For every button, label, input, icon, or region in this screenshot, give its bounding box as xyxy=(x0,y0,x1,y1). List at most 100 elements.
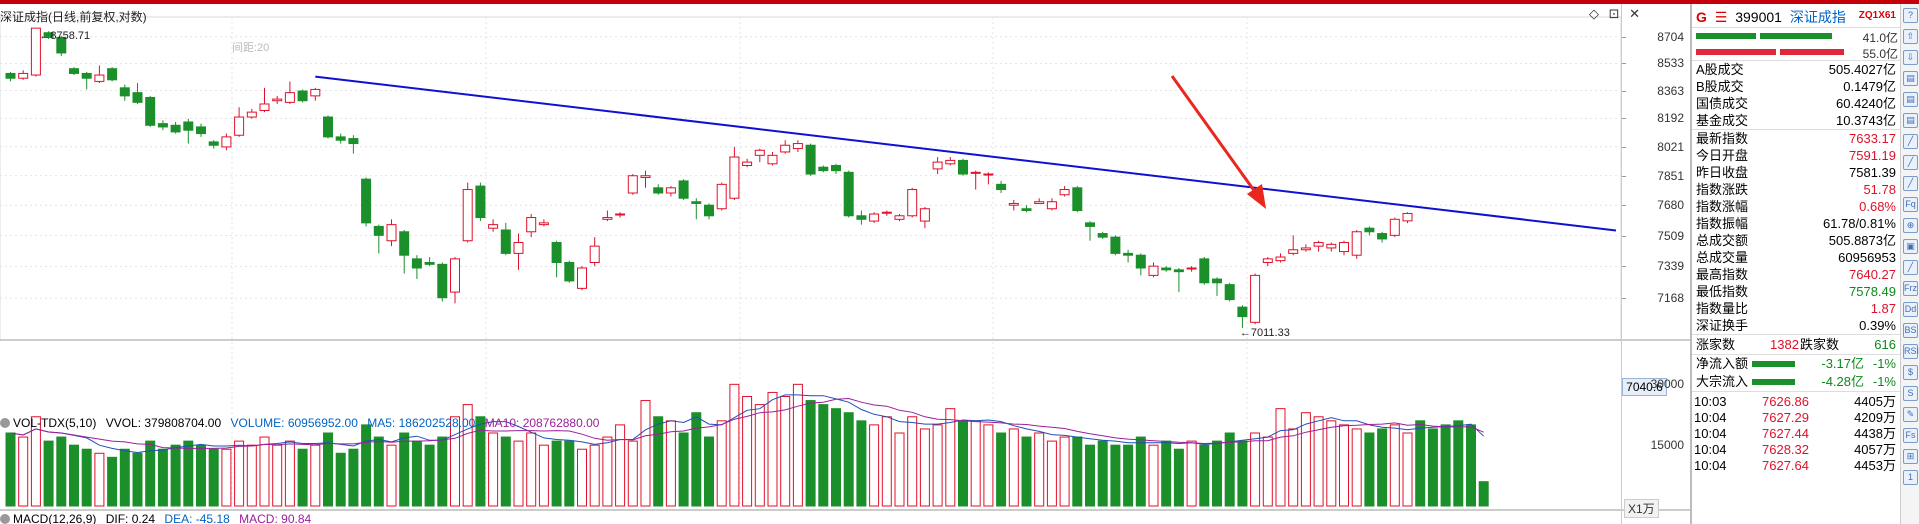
tick-time: 10:04 xyxy=(1694,442,1727,457)
side-tool-icon[interactable]: Fs xyxy=(1903,428,1918,443)
kline-chart-svg[interactable]: ←8758.71 ←7011.33 间距:20 xyxy=(0,4,1690,524)
candle-body xyxy=(335,136,346,141)
quote-row-value: 51.78 xyxy=(1863,182,1896,197)
volume-indicator-name[interactable]: VOL-TDX(5,10) xyxy=(13,416,97,430)
volume-bar xyxy=(1389,424,1400,507)
index-name: 深证成指 xyxy=(1789,9,1846,25)
candle-body xyxy=(1389,218,1400,236)
side-tool-icon[interactable]: Fq xyxy=(1903,197,1918,212)
chart-top-icons: ◇ ⊡ ✕ xyxy=(1583,6,1640,22)
window-icon[interactable]: ⊡ xyxy=(1608,6,1620,21)
candle-body xyxy=(1224,284,1235,301)
price-tick-mark xyxy=(1622,146,1626,148)
candle-body xyxy=(1237,306,1248,318)
price-tick-label: 7168 xyxy=(1657,291,1684,306)
side-tool-icon[interactable]: ▤ xyxy=(1903,71,1918,86)
volume-bar xyxy=(907,416,918,507)
side-tool-icon[interactable]: ╱ xyxy=(1903,260,1918,275)
side-tool-icon[interactable]: RSI xyxy=(1903,344,1919,359)
g-badge[interactable]: G xyxy=(1696,9,1707,25)
side-tool-icon[interactable]: ✎ xyxy=(1903,407,1918,422)
volume-bar xyxy=(183,440,194,507)
candle-body xyxy=(208,141,219,146)
candle-body xyxy=(1148,265,1159,276)
side-tool-icon[interactable]: ⇩ xyxy=(1903,50,1918,65)
index-stats-list: 最新指数 7633.17 今日开盘 7591.19 昨日收盘 7581.39 指数涨跌 51.… xyxy=(1692,129,1900,334)
menu-icon[interactable]: ☰ xyxy=(1714,9,1728,25)
candle-body xyxy=(1250,274,1261,323)
quote-tag[interactable]: ZQ1X61 xyxy=(1858,10,1896,21)
volume-bar xyxy=(462,404,473,507)
side-tool-icon[interactable]: ▤ xyxy=(1903,113,1918,128)
side-tool-icon[interactable]: Frz xyxy=(1903,281,1918,296)
side-tool-icon[interactable]: ⊕ xyxy=(1903,218,1918,233)
trendline xyxy=(315,75,1617,232)
down-count-value: 616 xyxy=(1874,337,1896,352)
volume-bar xyxy=(640,400,651,507)
side-tool-icon[interactable]: ╱ xyxy=(1903,155,1918,170)
macd-indicator-name[interactable]: MACD(12,26,9) xyxy=(13,512,97,524)
side-tool-icon[interactable]: S xyxy=(1903,386,1918,401)
indicator-dot-icon[interactable] xyxy=(0,418,10,428)
side-tool-icon[interactable]: ⊞ xyxy=(1903,449,1918,464)
chart-area[interactable]: ←8758.71 ←7011.33 间距:20 深证成指(日线,前复权,对数) ◇ … xyxy=(0,4,1690,524)
side-tool-icon[interactable]: ╱ xyxy=(1903,134,1918,149)
side-tool-icon[interactable]: BS xyxy=(1903,323,1918,338)
volume-bar xyxy=(1021,436,1032,507)
volume-bar xyxy=(170,444,181,507)
volume-bar xyxy=(602,436,613,507)
volume-bar xyxy=(627,440,638,507)
volume-bar xyxy=(1046,440,1057,507)
volume-bar xyxy=(1415,420,1426,507)
side-tool-icon[interactable]: ▣ xyxy=(1903,239,1918,254)
volume-bar xyxy=(818,404,829,507)
side-tool-icon[interactable]: 1 xyxy=(1903,470,1918,485)
tick-price: 7627.29 xyxy=(1762,410,1809,425)
candle-body xyxy=(678,180,689,199)
candle-body xyxy=(1072,187,1083,211)
candle-body xyxy=(43,32,54,38)
volume-bar xyxy=(1173,448,1184,507)
buy-bar-segment xyxy=(1760,33,1832,39)
up-count-label: 涨家数 xyxy=(1696,337,1736,352)
side-tool-icon[interactable]: ╱ xyxy=(1903,176,1918,191)
market-turnover-list: A股成交 505.4027亿 B股成交 0.1479亿 国债成交 60.4240亿 基金成交… xyxy=(1692,60,1900,129)
volume-bar xyxy=(1275,408,1286,507)
volume-bar xyxy=(1085,444,1095,507)
top-accent-bar xyxy=(0,0,1919,4)
volume-bar xyxy=(970,420,981,507)
candle-body xyxy=(1021,208,1032,211)
side-tool-icon[interactable]: ⇧ xyxy=(1903,29,1918,44)
volume-bar xyxy=(297,448,308,507)
indicator-dot-icon[interactable] xyxy=(0,514,10,524)
side-tool-icon[interactable]: $ xyxy=(1903,365,1918,380)
volume-bar xyxy=(1478,481,1489,507)
candle-body xyxy=(361,178,372,224)
candle-body xyxy=(1059,189,1070,196)
candle-body xyxy=(1313,242,1324,247)
candle-body xyxy=(729,156,740,199)
candle-body xyxy=(767,154,778,165)
price-tick-label: 7339 xyxy=(1657,259,1684,274)
candle-body xyxy=(132,92,143,103)
side-tool-icon[interactable]: ▤ xyxy=(1903,92,1918,107)
side-tool-icon[interactable]: ? xyxy=(1903,8,1918,23)
quote-row-value: 10.3743亿 xyxy=(1836,113,1896,128)
side-tool-icon[interactable]: Dd xyxy=(1903,302,1918,317)
tick-price: 7627.64 xyxy=(1762,458,1809,473)
volume-bar xyxy=(1440,424,1451,507)
close-icon[interactable]: ✕ xyxy=(1629,6,1641,21)
diamond-icon[interactable]: ◇ xyxy=(1589,6,1599,21)
tick-list: 10:03 7626.86 4405万 10:04 7627.29 4209万 10:04 7… xyxy=(1692,391,1900,474)
volume-bar xyxy=(1123,444,1134,507)
volume-bar xyxy=(665,420,676,507)
candle-body xyxy=(742,161,753,167)
candle-body xyxy=(1085,222,1095,227)
volume-bar xyxy=(691,412,702,507)
volume-bar xyxy=(56,436,67,507)
tick-volume: 4438万 xyxy=(1854,426,1896,441)
price-tick-mark xyxy=(1622,235,1626,237)
volume-bar xyxy=(1135,436,1146,507)
candle-body xyxy=(69,68,79,74)
quote-row-label: 最低指数 xyxy=(1696,284,1749,299)
